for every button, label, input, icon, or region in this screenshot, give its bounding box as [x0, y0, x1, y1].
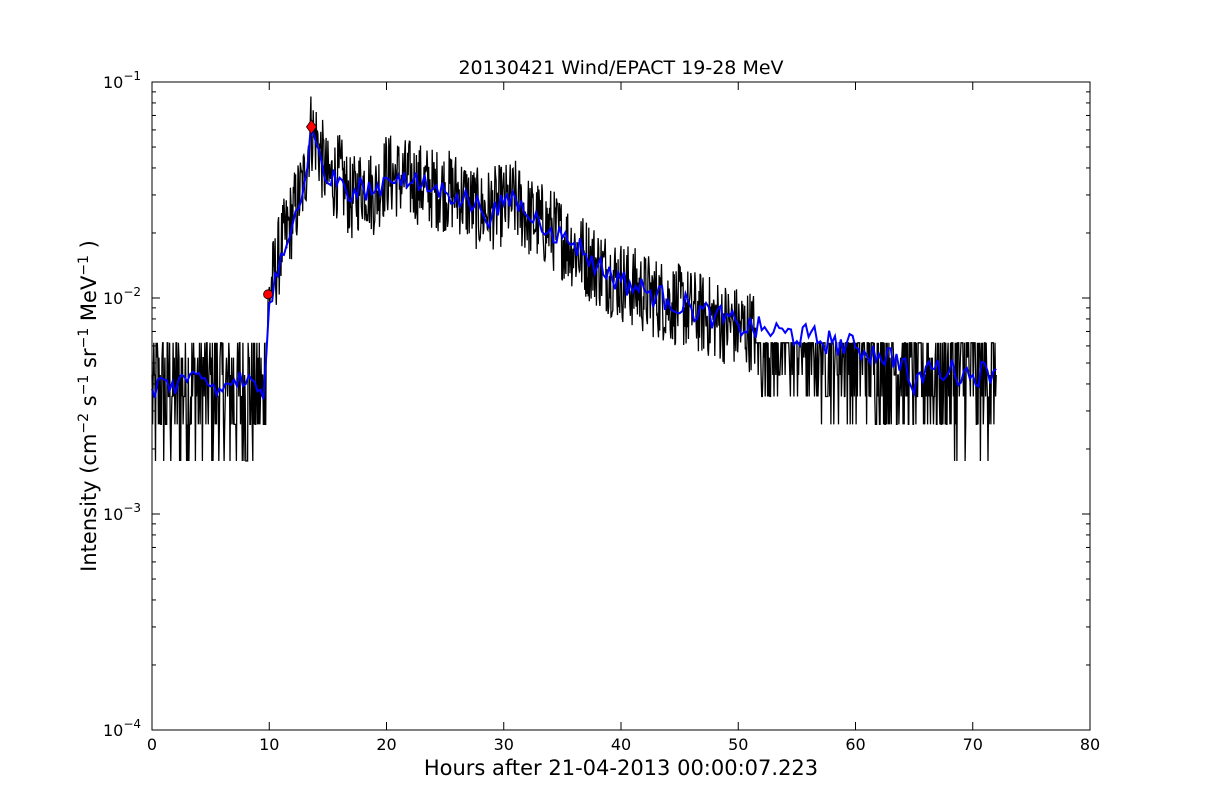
y-label-exp1: −2: [76, 413, 92, 434]
x-axis-label: Hours after 21-04-2013 00:00:07.223: [424, 756, 818, 780]
x-tick-label: 50: [728, 735, 748, 754]
marker-layer: [263, 119, 317, 300]
series-line-raw: [151, 96, 997, 462]
marker-onset: [263, 289, 273, 300]
x-tick-label: 20: [376, 735, 396, 754]
y-tick-label: 10−2: [103, 285, 141, 308]
series-layer: [151, 96, 997, 462]
x-tick-label: 0: [147, 735, 157, 754]
y-label-exp4: −1: [76, 255, 92, 276]
y-label-exp3: −1: [76, 328, 92, 349]
x-tick-label: 30: [494, 735, 514, 754]
series-line-smoothed: [151, 130, 997, 400]
y-label-s: s: [77, 395, 101, 413]
y-tick-label: 10−4: [103, 717, 141, 740]
y-axis: 10−4 10−3 10−2 10−1: [103, 69, 1090, 740]
y-label-exp2: −1: [76, 375, 92, 396]
y-tick-label: 10−3: [103, 501, 141, 524]
y-tick-label: 10−1: [103, 69, 141, 92]
x-tick-label: 70: [963, 735, 983, 754]
y-label-sr: sr: [77, 348, 101, 375]
x-axis: 0 10 20 30 40 50 60 70 80: [147, 82, 1100, 754]
y-label-mev: MeV: [77, 275, 101, 328]
x-tick-label: 60: [845, 735, 865, 754]
marker-peak: [305, 119, 317, 135]
x-tick-label: 80: [1080, 735, 1100, 754]
y-axis-label: Intensity (cm−2 s−1 sr−1 MeV−1 ): [76, 240, 101, 572]
y-label-prefix: Intensity (cm: [77, 434, 101, 572]
chart-title: 20130421 Wind/EPACT 19-28 MeV: [458, 57, 783, 79]
y-label-suffix: ): [77, 240, 101, 255]
x-tick-label: 40: [611, 735, 631, 754]
x-tick-label: 10: [259, 735, 279, 754]
